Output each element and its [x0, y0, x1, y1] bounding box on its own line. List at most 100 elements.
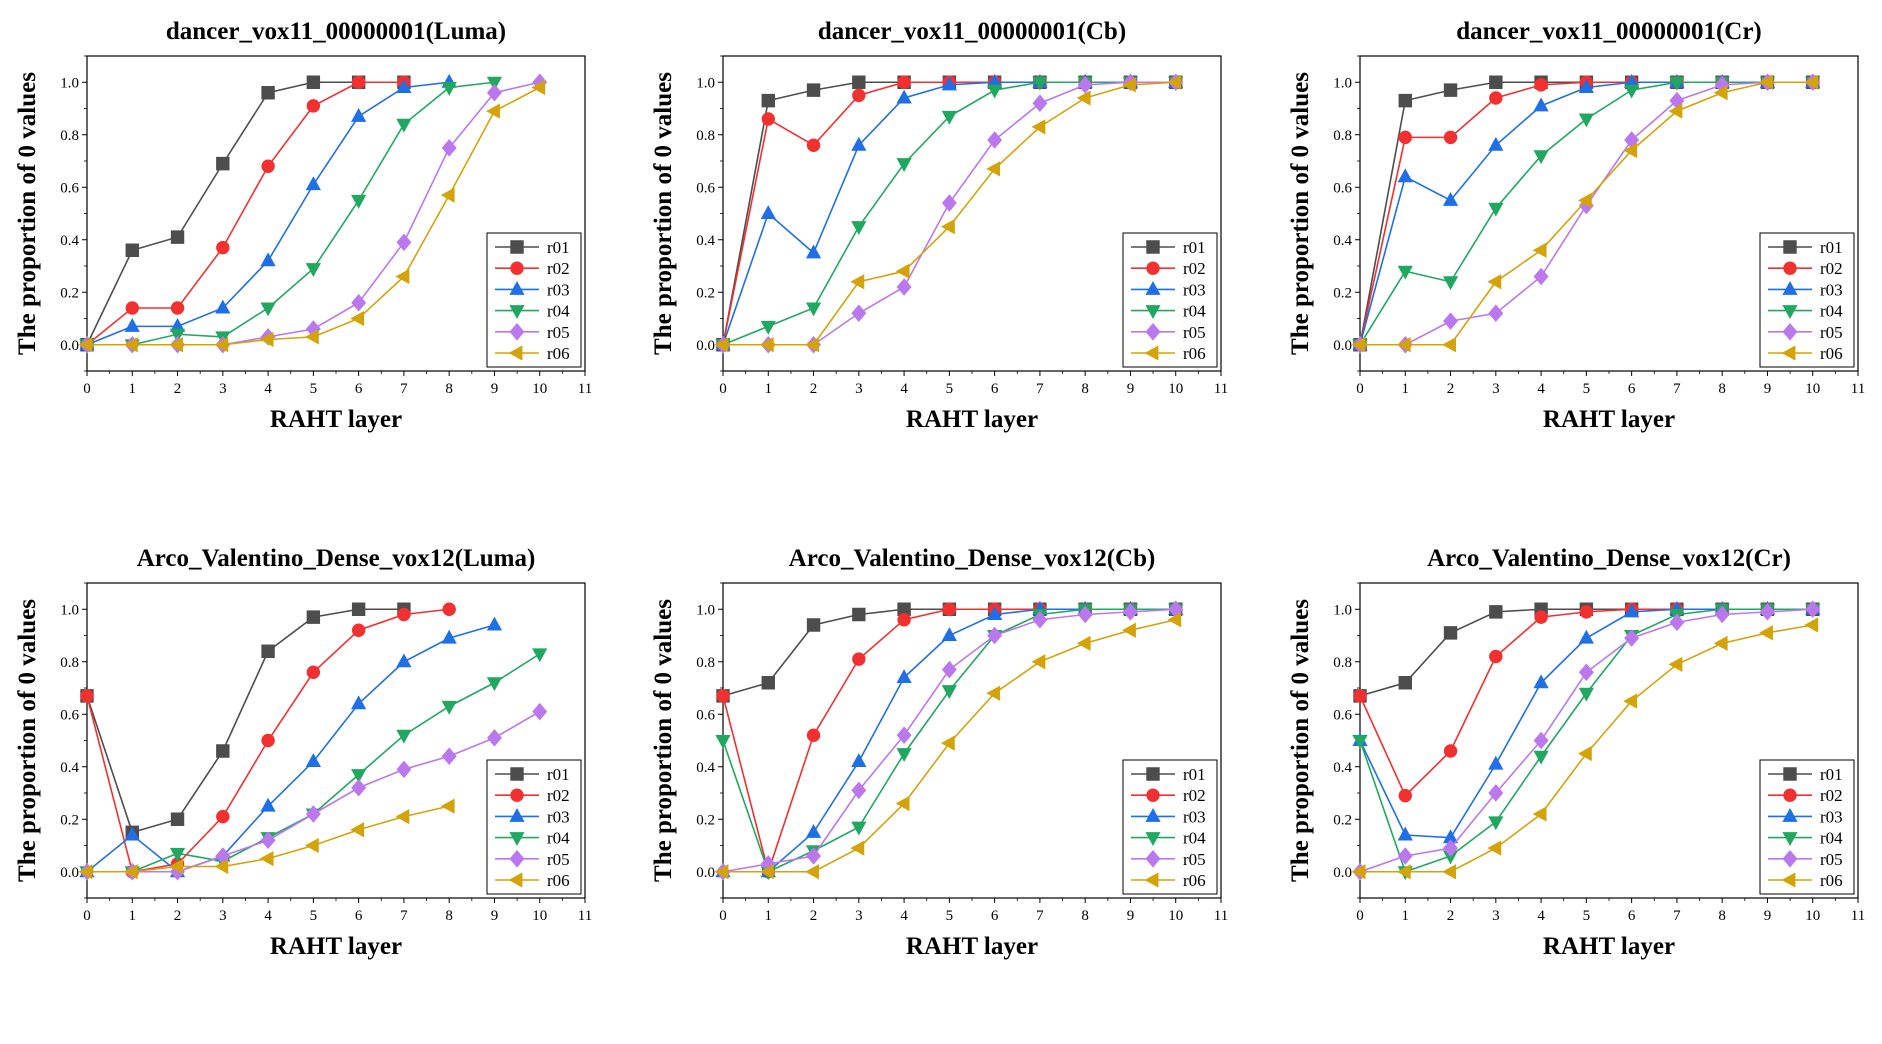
data-point-r01 — [897, 602, 911, 616]
y-tick-label: 0.8 — [696, 128, 715, 144]
legend-marker — [510, 767, 524, 781]
data-point-r05 — [896, 278, 912, 296]
data-point-r04 — [987, 84, 1003, 99]
data-point-r04 — [1624, 84, 1640, 99]
series-r05 — [79, 702, 548, 881]
data-point-r01 — [261, 86, 275, 100]
data-point-r06 — [259, 851, 274, 867]
legend-label-r04: r04 — [1183, 302, 1206, 321]
y-tick-label: 0.6 — [1333, 707, 1352, 723]
legend-marker — [1782, 832, 1798, 846]
series-r04 — [715, 76, 1184, 354]
data-point-r03 — [215, 299, 231, 314]
data-point-r05 — [1122, 603, 1138, 621]
x-tick-label: 3 — [219, 908, 227, 924]
data-point-r04 — [851, 821, 867, 836]
x-tick-label: 0 — [719, 381, 727, 397]
data-point-r04 — [1578, 113, 1594, 128]
legend: r01 r02 r03 r04 r05 r06 — [1122, 759, 1218, 895]
legend-marker — [509, 849, 525, 868]
data-point-r02 — [125, 301, 139, 315]
data-point-r04 — [305, 263, 321, 278]
series-r05 — [79, 73, 548, 354]
data-point-r06 — [986, 161, 1001, 177]
legend-label-r02: r02 — [1820, 259, 1843, 278]
data-point-r06 — [304, 329, 319, 345]
data-point-r01 — [1489, 75, 1503, 89]
legend-label-r06: r06 — [547, 344, 570, 363]
data-point-r06 — [1031, 654, 1046, 670]
legend-label-r04: r04 — [1183, 829, 1206, 848]
data-point-r01 — [170, 812, 185, 826]
y-tick-label: 1.0 — [1333, 75, 1352, 91]
x-tick-label: 4 — [264, 908, 272, 924]
data-point-r04 — [1488, 202, 1504, 217]
x-tick-label: 11 — [578, 381, 592, 397]
data-point-r02 — [806, 138, 821, 152]
data-point-r04 — [715, 735, 731, 749]
data-point-r06 — [1487, 840, 1502, 856]
x-tick-label: 2 — [174, 381, 182, 397]
series-r04 — [1352, 76, 1821, 354]
data-point-r06 — [78, 337, 93, 353]
y-tick-label: 0.2 — [1333, 285, 1352, 301]
legend-label-r04: r04 — [1820, 829, 1843, 848]
legend-label-r02: r02 — [1820, 786, 1843, 805]
data-point-r06 — [759, 864, 774, 880]
chart-panel-6: Arco_Valentino_Dense_vox12(Cr) 0 1 2 3 4 5 6 7 8 9… — [1287, 545, 1865, 960]
legend-marker — [1783, 767, 1797, 781]
x-tick-label: 3 — [1492, 908, 1500, 924]
data-point-r06 — [1623, 142, 1638, 159]
x-tick-label: 3 — [1492, 381, 1500, 397]
chart-panel-4: Arco_Valentino_Dense_vox12(Luma) 0 1 2 3 4 5 6 7… — [14, 545, 592, 960]
chart-panel-1: dancer_vox11_00000001(Luma) 0 1 2 3 4 5 6 7 8 9 10 1… — [14, 18, 592, 433]
x-tick-label: 9 — [1127, 908, 1135, 924]
x-tick-label: 0 — [83, 381, 91, 397]
series-r06 — [1351, 617, 1819, 880]
data-point-r06 — [850, 274, 865, 290]
data-point-r01 — [306, 610, 321, 624]
y-tick-label: 0.0 — [696, 338, 715, 354]
data-point-r05 — [1805, 600, 1821, 619]
legend-label-r05: r05 — [1183, 323, 1206, 342]
y-tick-label: 1.0 — [60, 75, 79, 91]
x-tick-label: 11 — [1851, 381, 1865, 397]
data-point-r05 — [851, 304, 867, 323]
legend-marker — [509, 281, 525, 295]
legend-marker — [1145, 808, 1161, 822]
legend: r01 r02 r03 r04 r05 r06 — [1122, 232, 1218, 368]
y-tick-label: 0.6 — [696, 707, 715, 723]
data-point-r05 — [941, 660, 957, 679]
chart-panel-3: dancer_vox11_00000001(Cr) 0 1 2 3 4 5 6 7 8 9 10 11 0… — [1287, 18, 1865, 433]
legend-label-r03: r03 — [1820, 807, 1843, 826]
chart-title: Arco_Valentino_Dense_vox12(Cb) — [789, 545, 1156, 572]
data-point-r06 — [1351, 337, 1366, 353]
data-point-r04 — [396, 729, 412, 744]
data-point-r05 — [1533, 731, 1549, 750]
legend: r01 r02 r03 r04 r05 r06 — [486, 759, 582, 895]
data-point-r03 — [305, 753, 321, 767]
data-point-r06 — [1351, 864, 1366, 880]
data-point-r06 — [940, 735, 955, 751]
x-tick-label: 5 — [310, 908, 318, 924]
x-tick-label: 2 — [1447, 908, 1455, 924]
x-axis-label: RAHT layer — [270, 406, 402, 433]
series-r06 — [78, 79, 546, 353]
data-point-r01 — [852, 75, 866, 89]
data-point-r06 — [940, 219, 955, 235]
x-tick-label: 8 — [1718, 381, 1726, 397]
y-axis-label: The proportion of 0 values — [1287, 599, 1314, 882]
series-line-r01 — [86, 608, 404, 834]
x-tick-label: 0 — [83, 908, 91, 924]
chart-title: dancer_vox11_00000001(Cr) — [1456, 18, 1762, 45]
x-tick-label: 2 — [1447, 381, 1455, 397]
x-tick-label: 5 — [1583, 381, 1591, 397]
data-point-r01 — [1443, 626, 1458, 640]
data-point-r03 — [1488, 136, 1504, 151]
legend-marker — [1145, 832, 1161, 846]
series-r03 — [1352, 600, 1821, 844]
legend-marker — [1145, 305, 1161, 319]
x-tick-label: 4 — [1537, 381, 1545, 397]
data-point-r05 — [1032, 610, 1048, 629]
